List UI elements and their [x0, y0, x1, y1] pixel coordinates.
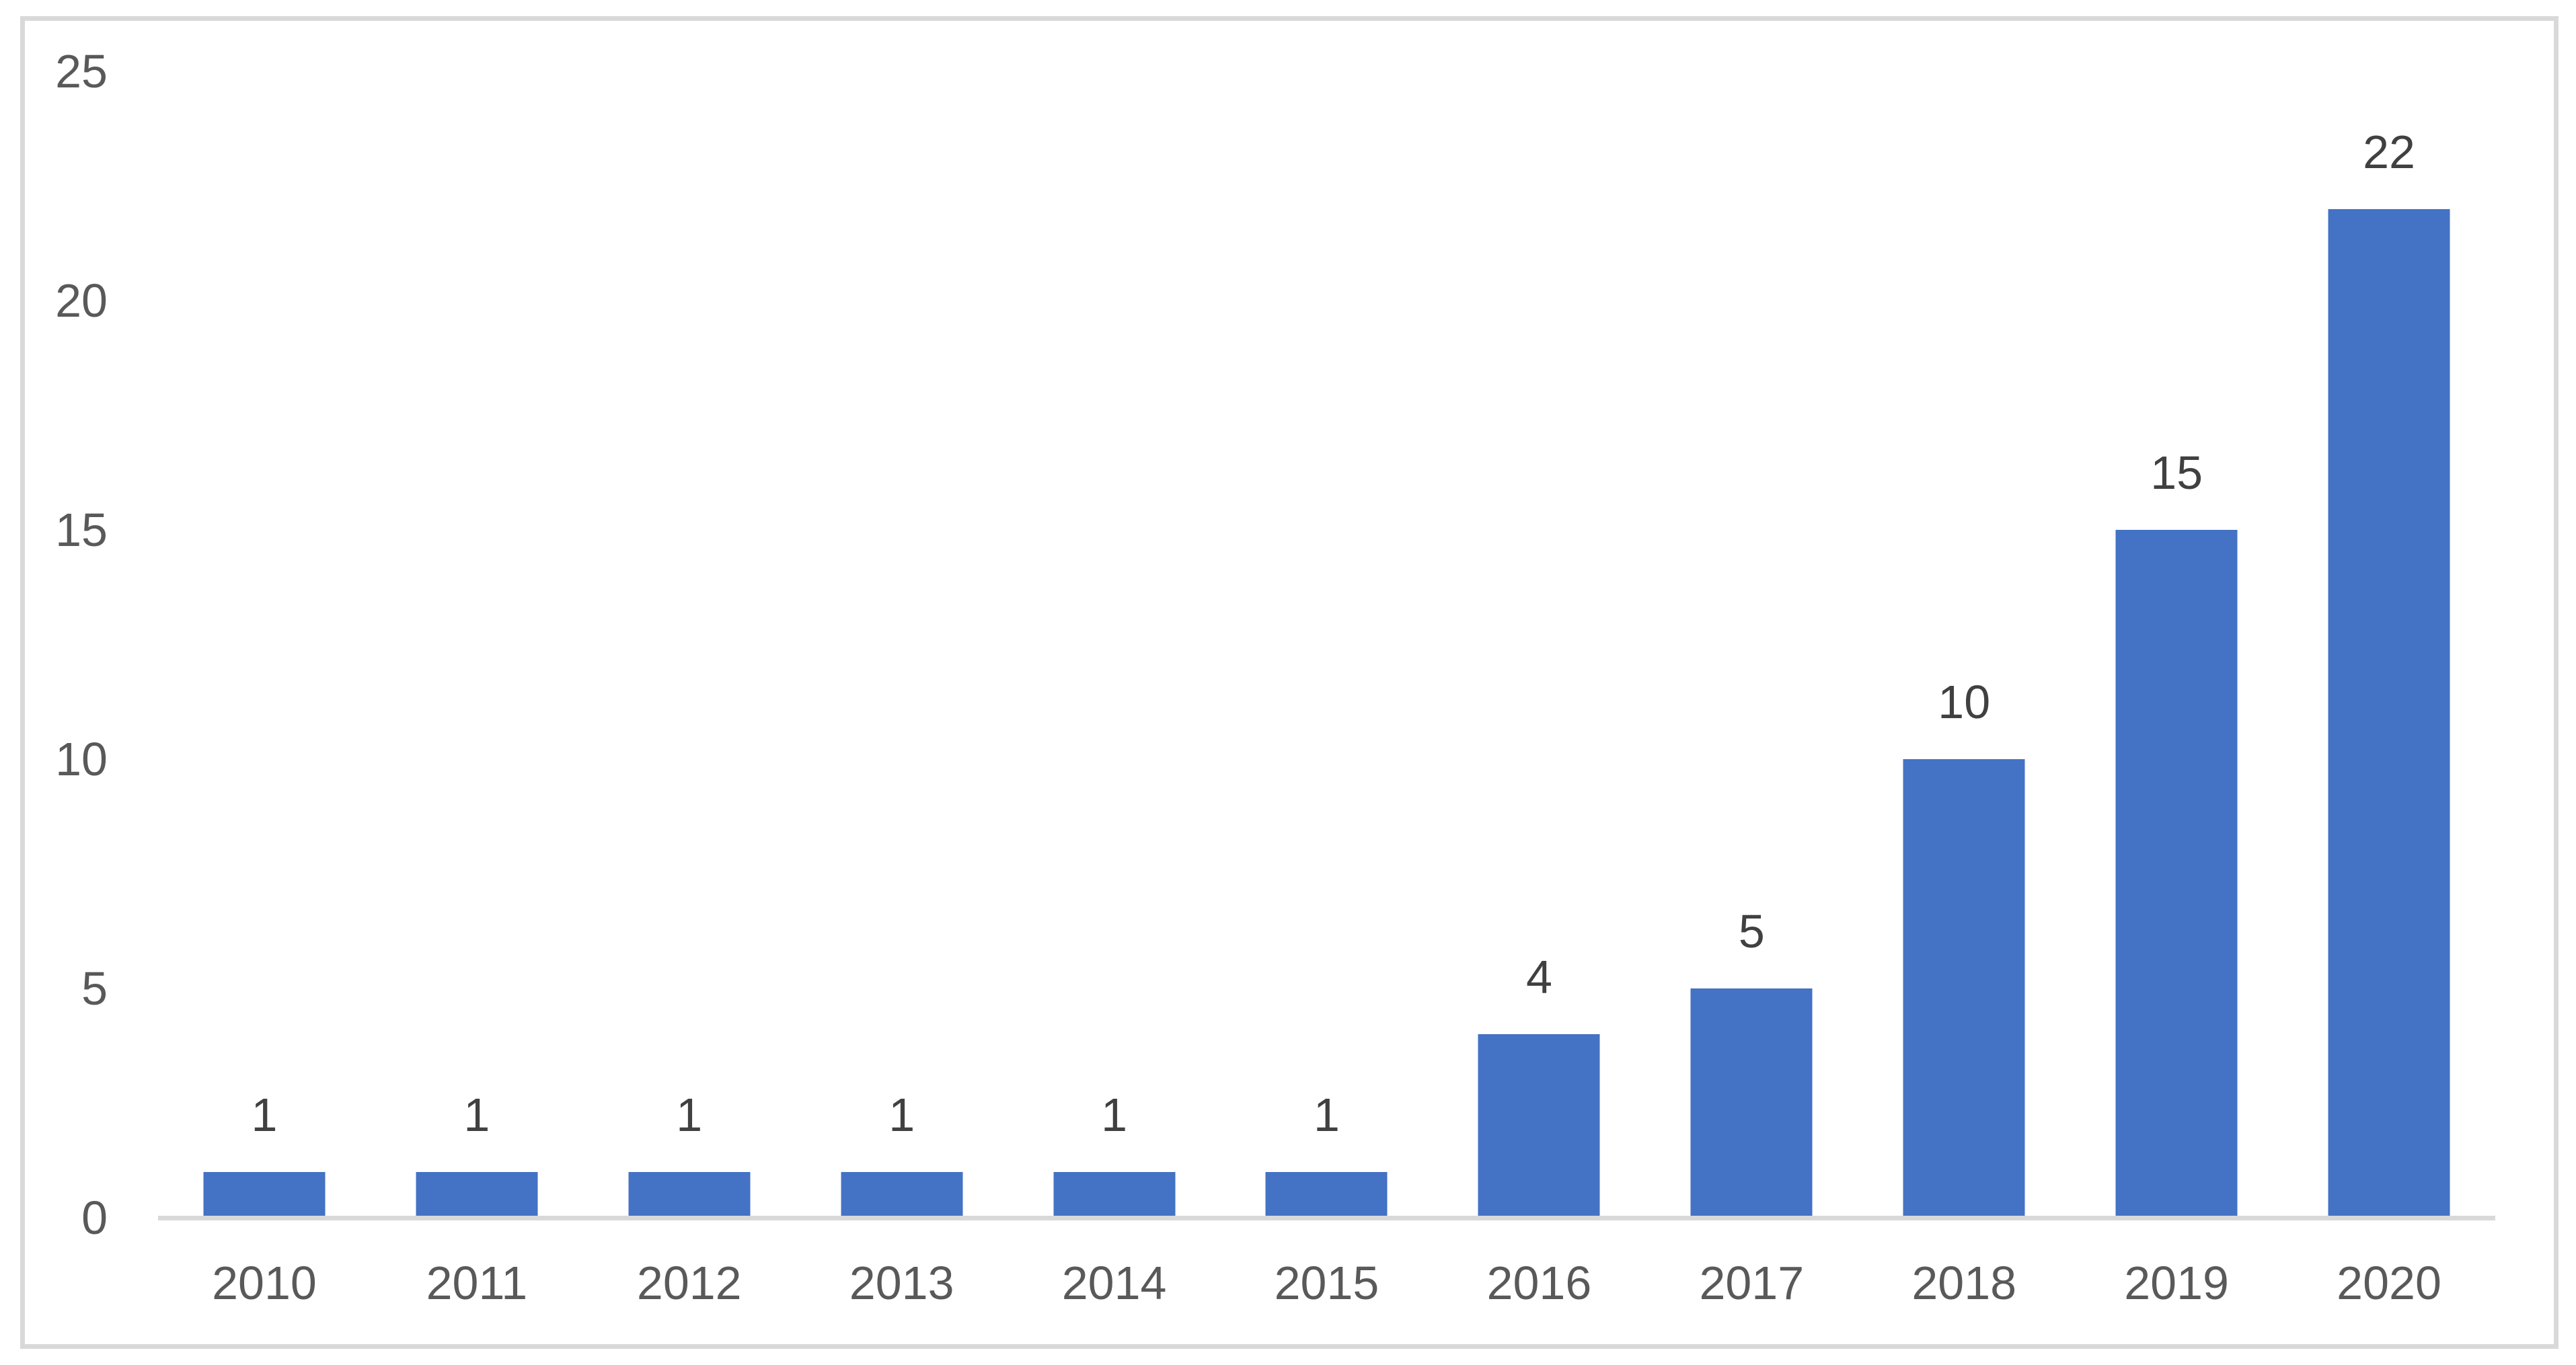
bar-2010 [203, 1171, 326, 1218]
plot-area: 1 1 1 1 1 1 4 5 10 15 22 [158, 71, 2495, 1218]
bar-slot-2011: 1 [371, 71, 583, 1218]
bar-slot-2016: 4 [1433, 71, 1645, 1218]
bar-slot-2013: 1 [796, 71, 1008, 1218]
x-axis-tick-label-2016: 2016 [1486, 1257, 1592, 1309]
bar-2011 [416, 1171, 538, 1218]
data-label-2016: 4 [1525, 951, 1552, 1004]
y-axis-tick-label: 25 [55, 45, 108, 98]
data-label-2015: 1 [1314, 1088, 1340, 1141]
y-axis-tick-label: 0 [81, 1192, 108, 1244]
bar-2017 [1690, 988, 1813, 1218]
x-axis-line [158, 1216, 2495, 1220]
x-axis-tick-label-2019: 2019 [2124, 1257, 2229, 1309]
bar-slot-2014: 1 [1008, 71, 1221, 1218]
bar-2019 [2115, 530, 2238, 1218]
y-axis-tick-label: 15 [55, 504, 108, 556]
bar-slot-2017: 5 [1645, 71, 1858, 1218]
bar-2018 [1903, 759, 2025, 1218]
bar-slot-2010: 1 [158, 71, 371, 1218]
data-label-2012: 1 [676, 1088, 703, 1141]
y-axis-tick-label: 20 [55, 274, 108, 327]
x-axis-tick-label-2015: 2015 [1274, 1257, 1379, 1309]
x-axis-tick-label-2011: 2011 [426, 1257, 528, 1309]
x-axis-tick-label-2017: 2017 [1699, 1257, 1805, 1309]
x-axis: 2010 2011 2012 2013 2014 2015 2016 2017 2018 2019… [158, 1256, 2495, 1317]
bar-slot-2019: 15 [2070, 71, 2283, 1218]
data-label-2010: 1 [251, 1088, 278, 1141]
x-axis-tick-label-2010: 2010 [212, 1257, 317, 1309]
bar-2012 [628, 1171, 751, 1218]
bar-2014 [1053, 1171, 1176, 1218]
x-axis-tick-label-2013: 2013 [849, 1257, 954, 1309]
data-label-2014: 1 [1101, 1088, 1128, 1141]
data-label-2018: 10 [1938, 676, 1991, 728]
bar-slot-2018: 10 [1858, 71, 2070, 1218]
data-label-2013: 1 [888, 1088, 915, 1141]
y-axis-tick-label: 5 [81, 962, 108, 1015]
bar-2015 [1265, 1171, 1388, 1218]
bar-slot-2012: 1 [583, 71, 796, 1218]
bar-slot-2020: 22 [2283, 71, 2495, 1218]
bar-slot-2015: 1 [1221, 71, 1433, 1218]
bar-2020 [2328, 208, 2450, 1218]
y-axis-tick-label: 10 [55, 733, 108, 785]
data-label-2019: 15 [2150, 446, 2203, 499]
data-label-2017: 5 [1738, 905, 1765, 958]
x-axis-tick-label-2014: 2014 [1061, 1257, 1167, 1309]
x-axis-tick-label-2020: 2020 [2337, 1257, 2441, 1309]
bar-2013 [841, 1171, 963, 1218]
x-axis-tick-label-2018: 2018 [1911, 1257, 2017, 1309]
bar-2016 [1478, 1034, 1600, 1218]
data-label-2020: 22 [2363, 125, 2415, 178]
data-label-2011: 1 [463, 1088, 490, 1141]
x-axis-tick-label-2012: 2012 [636, 1257, 742, 1309]
